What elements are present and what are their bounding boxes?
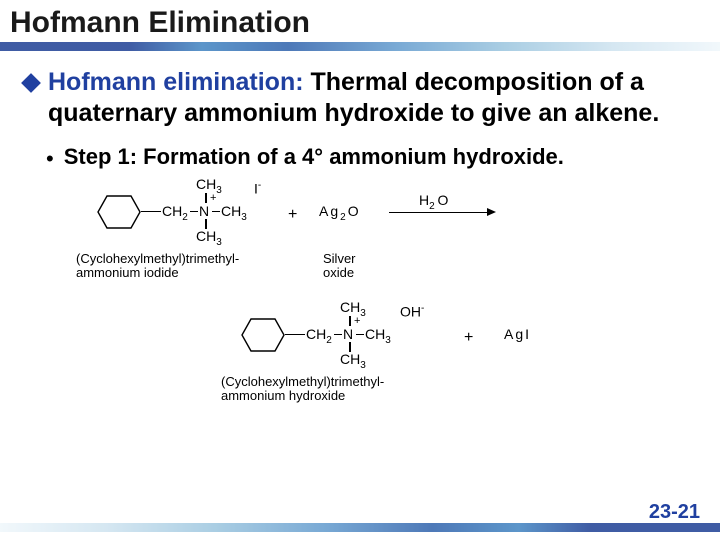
hexagon-icon-2 [240, 315, 286, 355]
product1-caption: (Cyclohexylmethyl)trimethyl-ammonium hyd… [221, 375, 384, 404]
definition-term: Hofmann elimination: [48, 68, 304, 96]
page-number: 23-21 [649, 501, 700, 524]
bullet-dot-icon: • [46, 148, 54, 170]
plus-1: + [288, 206, 297, 224]
ch3-top: CH3 [196, 176, 222, 196]
definition-text: Hofmann elimination: Thermal decompositi… [48, 67, 696, 130]
ch2-label: CH2 [162, 203, 188, 223]
hydroxide: OH- [400, 303, 424, 320]
ch2-label-2: CH2 [306, 326, 332, 346]
body: Hofmann elimination: Thermal decompositi… [0, 51, 720, 470]
step-row: • Step 1: Formation of a 4° ammonium hyd… [46, 144, 696, 170]
diamond-bullet-icon [21, 73, 41, 93]
step-text: Step 1: Formation of a 4° ammonium hydro… [64, 144, 564, 170]
ch3-bot-2: CH3 [340, 351, 366, 371]
plus-2: + [464, 329, 473, 347]
hexagon-icon [96, 192, 142, 232]
accent-bar-top [0, 42, 720, 51]
accent-bar-bottom [0, 523, 720, 532]
n-label: N [199, 203, 209, 219]
ag2o: Ag2O [319, 203, 361, 223]
n-label-2: N [343, 326, 353, 342]
reactant1-caption: (Cyclohexylmethyl)trimethyl-ammonium iod… [76, 252, 239, 281]
ch3-bot: CH3 [196, 228, 222, 248]
definition-row: Hofmann elimination: Thermal decompositi… [24, 67, 696, 130]
ag2o-caption: Silveroxide [323, 252, 356, 281]
agi: AgI [504, 326, 531, 342]
reaction-diagram: CH2 N + CH3 CH3 CH3 I- (Cyclohexylmethyl… [24, 170, 696, 470]
arrow-label: H2 O [419, 192, 448, 212]
slide: Hofmann Elimination Hofmann elimination:… [0, 0, 720, 540]
ch3-right-2: CH3 [365, 326, 391, 346]
ch3-top-2: CH3 [340, 299, 366, 319]
title-bar: Hofmann Elimination [0, 0, 720, 42]
iodide: I- [254, 180, 261, 197]
ch3-right: CH3 [221, 203, 247, 223]
arrow-head-icon [487, 208, 496, 216]
slide-title: Hofmann Elimination [10, 6, 710, 40]
footer [0, 523, 720, 532]
reaction-arrow [389, 212, 489, 213]
